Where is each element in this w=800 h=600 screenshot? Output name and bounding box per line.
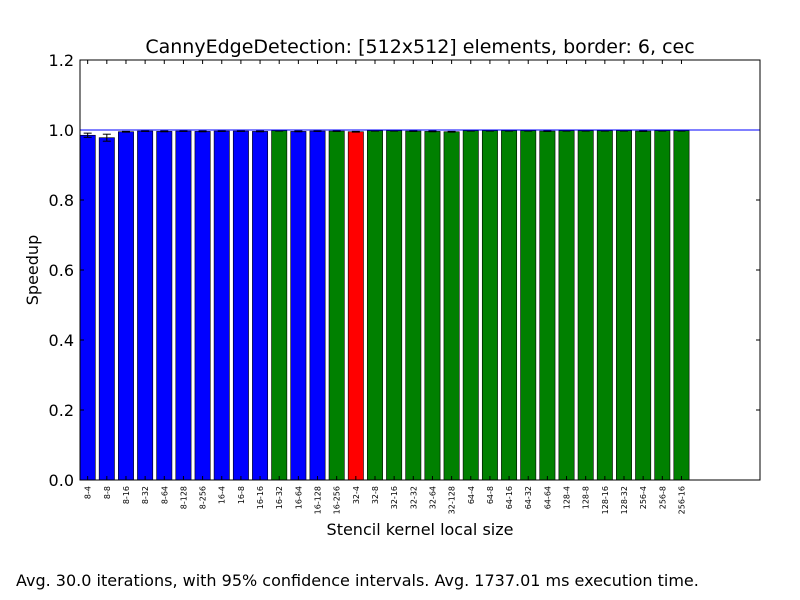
y-tick-label: 0.0 (49, 471, 74, 490)
x-tick-label: 64-32 (524, 486, 533, 509)
error-bar-16-8 (236, 130, 245, 132)
y-tick-label: 0.4 (49, 331, 74, 350)
bar-16-64 (290, 131, 307, 481)
x-tick-label: 64-64 (543, 486, 552, 509)
x-tick-label: 8-64 (160, 486, 169, 504)
x-tick-label: 128-32 (620, 486, 629, 514)
x-tick-label: 32-32 (409, 486, 418, 509)
error-bar-8-128 (179, 130, 188, 132)
x-tick-label: 256-4 (639, 486, 648, 509)
error-bar-8-16 (121, 130, 130, 133)
bar-16-32 (271, 130, 288, 481)
x-tick-label: 8-128 (179, 486, 188, 509)
x-tick-label: 16-32 (275, 486, 284, 509)
y-axis: 0.0 0.2 0.4 0.6 0.8 1.0 1.2 (49, 51, 760, 490)
footnote: Avg. 30.0 iterations, with 95% confidenc… (16, 571, 699, 590)
x-tick-label: 8-8 (103, 486, 112, 499)
error-bar-8-64 (160, 130, 169, 133)
bar-8-64 (156, 131, 173, 481)
error-bar-16-128 (313, 130, 322, 132)
x-tick-label: 16-4 (218, 486, 227, 504)
bar-64-8 (481, 130, 498, 481)
x-tick-label: 256-16 (677, 486, 686, 514)
error-bar-16-256 (332, 130, 341, 132)
x-tick-label: 16-8 (237, 486, 246, 504)
x-tick-label: 32-128 (448, 486, 457, 514)
x-tick-label: 128-8 (582, 486, 591, 509)
x-tick-label: 32-64 (428, 486, 437, 509)
chart-title: CannyEdgeDetection: [512x512] elements, … (145, 36, 694, 58)
x-tick-label: 8-4 (84, 486, 93, 499)
bar-32-4 (347, 131, 364, 481)
bars-group (79, 129, 690, 481)
x-tick-label: 256-8 (658, 486, 667, 509)
bar-64-4 (462, 130, 479, 481)
y-axis-label: Speedup (23, 235, 42, 305)
x-tick-label: 64-16 (505, 486, 514, 509)
bar-128-32 (616, 130, 632, 481)
bar-16-8 (232, 130, 249, 481)
error-bar-32-128 (447, 130, 456, 133)
bar-64-32 (520, 130, 537, 481)
x-tick-label: 8-32 (141, 486, 150, 504)
x-axis: 8-4 8-8 8-16 8-32 8-64 8-128 8-256 16-4 16-8 16-1… (84, 60, 686, 514)
bar-128-16 (596, 130, 613, 481)
x-tick-label: 16-16 (256, 486, 265, 509)
y-tick-label: 0.2 (49, 401, 74, 420)
bar-8-128 (175, 130, 192, 481)
bar-256-8 (654, 130, 671, 481)
x-tick-label: 64-8 (486, 486, 495, 504)
error-bar-8-4 (83, 132, 92, 138)
bar-8-32 (137, 130, 154, 481)
error-bar-32-4 (351, 130, 360, 133)
bar-8-16 (118, 131, 134, 481)
error-bar-8-256 (198, 130, 207, 133)
error-bar-16-4 (217, 130, 226, 132)
error-bar-32-32 (409, 130, 418, 132)
bar-64-16 (501, 130, 518, 481)
bar-256-16 (673, 130, 690, 481)
error-bar-16-16 (256, 130, 265, 133)
x-tick-label: 128-4 (563, 486, 572, 509)
x-tick-label: 16-256 (333, 486, 342, 514)
plot-frame (79, 59, 761, 481)
bar-64-64 (539, 130, 556, 481)
x-tick-label: 64-4 (467, 486, 476, 504)
bar-32-8 (367, 130, 383, 481)
bar-16-256 (328, 130, 345, 481)
bar-32-32 (405, 130, 422, 481)
error-bar-256-4 (639, 130, 648, 132)
bar-256-4 (635, 130, 652, 481)
error-bar-16-64 (294, 130, 303, 133)
error-bar-8-32 (141, 130, 150, 132)
x-tick-label: 16-128 (314, 486, 323, 514)
x-tick-label: 32-8 (371, 486, 380, 504)
bar-128-4 (558, 130, 575, 481)
x-tick-label: 16-64 (294, 486, 303, 509)
y-tick-label: 1.2 (49, 51, 74, 70)
error-bar-32-64 (428, 130, 437, 133)
y-tick-label: 1.0 (49, 121, 74, 140)
bar-128-8 (577, 130, 594, 481)
x-tick-label: 32-16 (390, 486, 399, 509)
bar-32-64 (424, 131, 441, 481)
bar-32-16 (386, 130, 403, 481)
bar-16-16 (252, 131, 269, 481)
bar-32-128 (443, 131, 460, 481)
x-tick-label: 128-16 (601, 486, 610, 514)
bar-16-4 (213, 130, 230, 481)
y-tick-label: 0.8 (49, 191, 74, 210)
error-bar-64-64 (543, 130, 552, 132)
y-tick-label: 0.6 (49, 261, 74, 280)
bar-8-4 (79, 134, 96, 481)
x-axis-label: Stencil kernel local size (327, 520, 514, 539)
x-tick-label: 8-16 (122, 486, 131, 504)
bar-8-8 (98, 137, 115, 481)
bar-8-256 (194, 131, 211, 481)
x-tick-label: 32-4 (352, 486, 361, 504)
x-tick-label: 8-256 (199, 486, 208, 509)
bar-16-128 (309, 130, 326, 481)
error-bar-8-8 (102, 133, 111, 142)
